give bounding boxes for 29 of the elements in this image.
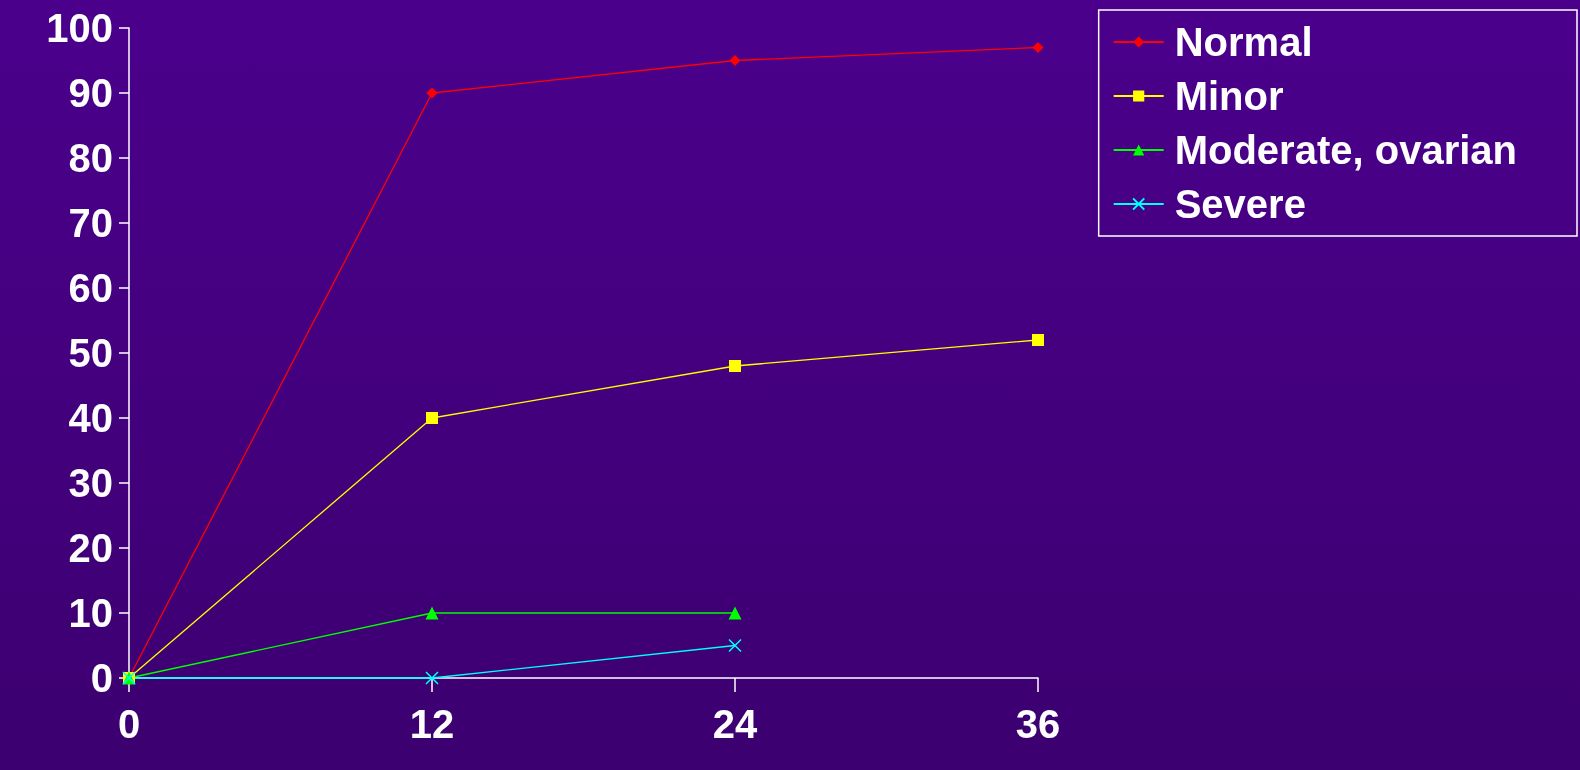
point (729, 55, 741, 66)
y-tick-label: 10 (68, 591, 113, 635)
point (425, 606, 439, 620)
point (426, 412, 438, 424)
y-tick-label: 80 (68, 136, 113, 180)
x-tick-label: 12 (409, 702, 455, 746)
x-tick-label: 0 (117, 702, 141, 746)
x-tick-label: 24 (712, 702, 758, 746)
y-tick-label: 60 (68, 266, 113, 310)
point (425, 671, 439, 685)
point (728, 606, 742, 620)
x-tick-label: 36 (1015, 702, 1061, 746)
y-tick-label: 30 (68, 461, 113, 505)
point (728, 638, 742, 653)
y-tick-label: 90 (68, 71, 113, 115)
legend-label: Normal (1174, 20, 1313, 64)
point (729, 360, 741, 372)
point (1032, 334, 1044, 346)
y-tick-label: 70 (68, 201, 113, 245)
y-tick-label: 100 (46, 6, 113, 50)
y-tick-label: 0 (90, 656, 113, 700)
y-tick-label: 40 (68, 396, 113, 440)
y-tick-label: 50 (68, 331, 113, 375)
legend-label: Severe (1174, 182, 1306, 226)
point (426, 87, 438, 99)
legend-label: Minor (1174, 74, 1284, 118)
point (1032, 42, 1044, 53)
y-tick-label: 20 (68, 526, 113, 570)
legend-label: Moderate, ovarian (1174, 128, 1517, 172)
